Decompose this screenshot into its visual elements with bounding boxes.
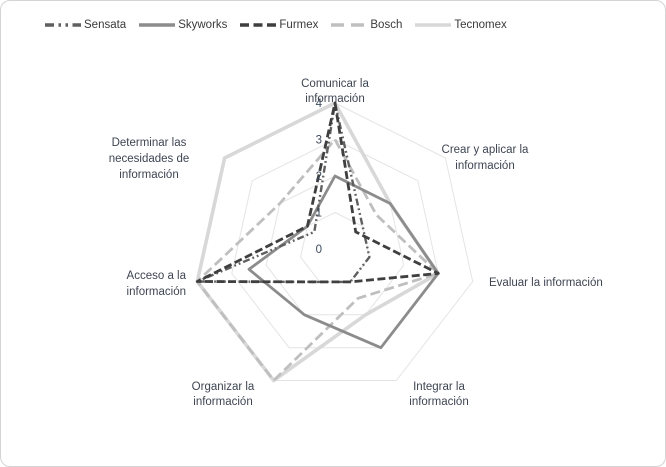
legend-item-furmex[interactable]: Furmex [240, 18, 318, 32]
grid-ring-3 [231, 138, 439, 349]
series-polygon-skyworks[interactable] [247, 174, 440, 350]
axis-label-line: información [193, 396, 252, 408]
tick-label-0: 0 [316, 244, 322, 256]
legend-line-swatch-bosch [331, 23, 368, 27]
axis-label-line: Integrar la [413, 381, 465, 393]
tick-label-4: 4 [316, 98, 323, 110]
axis-label-determinar: Determinar las necesidades de información [109, 137, 190, 181]
legend-line-swatch-sensata [45, 23, 81, 27]
legend-label-sensata: Sensata [84, 19, 127, 31]
legend-item-skyworks[interactable]: Skyworks [139, 18, 227, 32]
chart-legend: Sensata Skyworks Furmex Bosch Tecnomex [45, 18, 507, 32]
axis-label-evaluar: Evaluar la información [489, 277, 603, 289]
axis-label-line: Evaluar la información [489, 277, 603, 289]
legend-item-bosch[interactable]: Bosch [331, 18, 402, 32]
tick-labels: 0 1 2 3 4 [316, 98, 323, 256]
legend-label-skyworks: Skyworks [178, 19, 228, 31]
axis-label-line: Acceso a la [127, 270, 187, 282]
tick-label-2: 2 [316, 171, 322, 183]
axis-label-line: información [127, 286, 186, 298]
axis-label-organizar: Organizar la información [192, 381, 255, 408]
tick-label-3: 3 [316, 135, 322, 147]
grid-ring-1 [300, 211, 370, 283]
axis-label-line: Comunicar la [301, 78, 369, 90]
series-group [195, 101, 441, 383]
axis-label-comunicar: Comunicar la información [301, 78, 369, 105]
axis-label-line: información [409, 396, 468, 408]
grid-ring-2 [265, 175, 405, 316]
axis-label-line: Crear y aplicar la [442, 144, 530, 156]
tick-label-1: 1 [316, 208, 322, 220]
axis-label-crear: Crear y aplicar la información [442, 144, 530, 172]
axis-label-line: información [305, 93, 364, 105]
series-polygon-furmex[interactable] [195, 101, 440, 284]
legend-label-bosch: Bosch [370, 19, 403, 31]
legend-line-swatch-skyworks [139, 23, 176, 27]
axis-label-line: información [455, 160, 514, 172]
axis-label-line: necesidades de [109, 153, 190, 165]
legend-item-tecnomex[interactable]: Tecnomex [415, 18, 507, 32]
legend-label-tecnomex: Tecnomex [454, 19, 507, 31]
axis-label-line: Organizar la [192, 381, 255, 393]
axis-label-integrar: Integrar la información [409, 381, 468, 408]
legend-item-sensata[interactable]: Sensata [45, 18, 126, 32]
axis-label-line: Determinar las [112, 137, 187, 149]
axis-label-acceso: Acceso a la información [127, 270, 187, 298]
series-polygon-bosch[interactable] [195, 138, 440, 382]
axis-label-line: información [119, 169, 178, 181]
legend-label-furmex: Furmex [279, 19, 319, 31]
legend-line-swatch-furmex [240, 23, 277, 27]
legend-line-swatch-tecnomex [415, 23, 452, 27]
